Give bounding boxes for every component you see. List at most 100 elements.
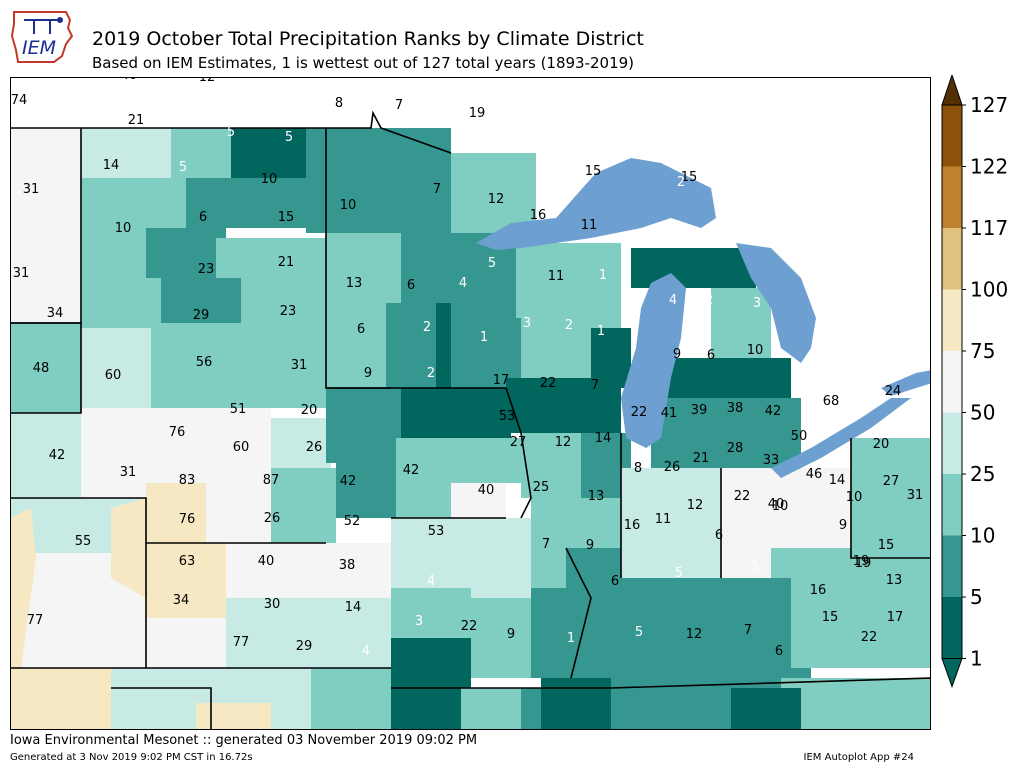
district-rank-label: 14 [595, 431, 612, 446]
district-rank-label: 6 [357, 322, 365, 337]
district-rank-label: 1 [599, 268, 607, 283]
district-rank-label: 34 [47, 306, 64, 321]
colorbar-segment [942, 412, 962, 474]
district-rank-label: 10 [846, 490, 863, 505]
district-rank-label: 7 [395, 98, 403, 113]
district-rank-label: 7 [591, 378, 599, 393]
colorbar-segment [942, 474, 962, 536]
district-rank-label: 4 [362, 644, 370, 659]
district-rank-labels: 7440121312155145108719151071215106152312… [11, 78, 923, 659]
district-rank-label: 25 [533, 480, 550, 495]
district-rank-label: 60 [233, 440, 250, 455]
colorbar-segment [942, 535, 962, 597]
colorbar-tick-label: 5 [970, 585, 983, 609]
district-rank-label: 13 [886, 573, 903, 588]
district-rank-label: 22 [540, 376, 557, 391]
district-rank-label: 31 [120, 465, 137, 480]
district-rank-label: 14 [103, 158, 120, 173]
colorbar-tick-label: 50 [970, 401, 995, 425]
district-rank-label: 11 [581, 218, 598, 233]
district-rank-label: 50 [791, 429, 808, 444]
district-rank-label: 10 [115, 221, 132, 236]
district-rank-label: 42 [765, 404, 782, 419]
district-rank-label: 26 [664, 460, 681, 475]
district-rank-label: 29 [296, 639, 313, 654]
district-rank-label: 5 [488, 256, 496, 271]
district-rank-label: 39 [691, 403, 708, 418]
colorbar-segment [942, 289, 962, 351]
district-rank-label: 34 [173, 593, 190, 608]
district-rank-label: 14 [345, 600, 362, 615]
district-rank-label: 21 [128, 113, 145, 128]
colorbar-tick-label: 122 [970, 155, 1008, 179]
district-rank-label: 5 [285, 130, 293, 145]
district-rank-label: 31 [907, 488, 924, 503]
district-rank-label: 9 [586, 538, 594, 553]
colorbar-segment [942, 228, 962, 290]
district-rank-label: 22 [631, 405, 648, 420]
state-borders [11, 110, 930, 729]
district-rank-label: 16 [530, 208, 547, 223]
svg-text:IEM: IEM [22, 37, 56, 59]
district-rank-label: 31 [23, 182, 40, 197]
district-rank-label: 10 [340, 198, 357, 213]
district-rank-label: 17 [887, 610, 904, 625]
district-fills [11, 128, 930, 729]
district-rank-label: 16 [624, 518, 641, 533]
colorbar-tick-label: 100 [970, 278, 1008, 302]
district-rank-label: 5 [635, 625, 643, 640]
district-rank-label: 12 [687, 498, 704, 513]
district-rank-label: 77 [233, 635, 250, 650]
chart-title: 2019 October Total Precipitation Ranks b… [92, 28, 644, 50]
district-rank-label: 22 [861, 630, 878, 645]
district-rank-label: 13 [346, 276, 363, 291]
colorbar-tick-label: 75 [970, 339, 995, 363]
footer-app-id: IEM Autoplot App #24 [803, 752, 914, 763]
district-rank-label: 31 [13, 266, 30, 281]
district-rank-label: 7 [744, 623, 752, 638]
district-rank-label: 15 [585, 164, 602, 179]
district-rank-label: 24 [885, 384, 902, 399]
district-rank-label: 22 [734, 489, 751, 504]
district-rank-label: 9 [839, 518, 847, 533]
district-rank-label: 8 [335, 96, 343, 111]
district-rank-label: 19 [469, 106, 486, 121]
district-rank-label: 40 [121, 78, 138, 83]
district-rank-label: 3 [753, 296, 761, 311]
district-rank-label: 4 [459, 276, 467, 291]
district-rank-label: 3 [523, 316, 531, 331]
footer-generated: Iowa Environmental Mesonet :: generated … [10, 733, 478, 748]
district-rank-label: 74 [11, 93, 27, 108]
district-rank-label: 40 [768, 497, 785, 512]
district-rank-label: 9 [507, 627, 515, 642]
district-rank-label: 53 [428, 524, 445, 539]
chart-subtitle: Based on IEM Estimates, 1 is wettest out… [92, 54, 635, 72]
district-rank-label: 4 [427, 574, 435, 589]
district-rank-label: 21 [693, 451, 710, 466]
district-rank-label: 42 [340, 474, 357, 489]
colorbar-max-arrow [941, 73, 963, 106]
district-rank-label: 5 [751, 559, 759, 574]
district-rank-label: 83 [179, 473, 196, 488]
district-rank-label: 26 [306, 440, 323, 455]
district-rank-label: 6 [199, 210, 207, 225]
district-rank-label: 2 [427, 366, 435, 381]
district-rank-label: 87 [263, 473, 280, 488]
district-rank-label: 15 [681, 170, 698, 185]
district-rank-label: 9 [673, 347, 681, 362]
district-rank-label: 7 [433, 182, 441, 197]
colorbar-segment [942, 597, 962, 659]
colorbar-min-arrow [941, 658, 963, 688]
district-rank-label: 15 [278, 210, 295, 225]
district-rank-label: 2 [677, 175, 685, 190]
colorbar: 1 5 10 25 50 75 100 117 122 127 [938, 73, 1018, 695]
district-rank-label: 76 [169, 425, 186, 440]
district-rank-label: 31 [291, 358, 308, 373]
district-rank-label: 23 [198, 262, 215, 277]
district-rank-label: 6 [775, 644, 783, 659]
district-rank-label: 21 [278, 255, 295, 270]
district-rank-label: 2 [705, 293, 713, 308]
district-rank-label: 48 [33, 361, 50, 376]
district-rank-label: 19 [855, 556, 872, 571]
footer-timing: Generated at 3 Nov 2019 9:02 PM CST in 1… [10, 752, 253, 763]
